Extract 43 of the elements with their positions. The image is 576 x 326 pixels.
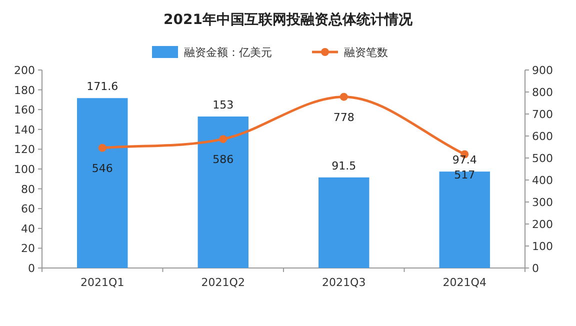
bar [439, 172, 490, 268]
data-label: 171.6 [86, 80, 118, 94]
x-tick-label: 2021Q4 [442, 276, 486, 289]
y-tick-label: 20 [21, 242, 35, 256]
y-tick-label: 200 [14, 64, 35, 77]
legend-label: 融资笔数 [344, 46, 388, 59]
data-label: 153 [212, 98, 234, 112]
legend-label: 融资金额：亿美元 [184, 46, 272, 59]
y2-tick-label: 600 [532, 130, 553, 143]
y-tick-label: 60 [21, 202, 35, 216]
data-label: 97.4 [452, 154, 477, 167]
chart-title: 2021年中国互联网投融资总体统计情况 [164, 11, 414, 28]
y-tick-label: 120 [14, 143, 35, 156]
y2-tick-label: 100 [532, 240, 553, 253]
y-tick-label: 40 [21, 222, 35, 236]
y2-tick-label: 300 [532, 196, 553, 209]
data-label: 546 [92, 162, 113, 175]
data-label: 517 [454, 168, 476, 182]
data-label: 586 [212, 153, 234, 166]
bar [318, 177, 370, 268]
y-tick-label: 180 [14, 84, 35, 97]
y-tick-label: 160 [14, 104, 35, 117]
y2-tick-label: 200 [532, 218, 553, 231]
data-label: 778 [333, 110, 354, 124]
y2-tick-label: 0 [532, 262, 539, 275]
x-tick-label: 2021Q3 [322, 276, 366, 289]
bar [198, 116, 248, 268]
bar [77, 98, 128, 268]
y2-tick-label: 800 [532, 86, 553, 99]
y2-tick-label: 500 [532, 152, 553, 165]
point [340, 92, 348, 101]
point [98, 144, 106, 152]
y2-tick-label: 900 [532, 64, 553, 77]
x-tick-label: 2021Q1 [80, 276, 124, 289]
y-tick-label: 140 [14, 123, 35, 136]
data-label: 91.5 [332, 159, 356, 172]
point [219, 135, 228, 144]
y-tick-label: 80 [21, 182, 35, 196]
x-tick-label: 2021Q2 [201, 276, 245, 289]
y2-tick-label: 400 [532, 174, 553, 187]
y-tick-label: 100 [14, 163, 35, 176]
y2-tick-label: 700 [532, 108, 553, 121]
y-tick-label: 0 [28, 262, 35, 275]
